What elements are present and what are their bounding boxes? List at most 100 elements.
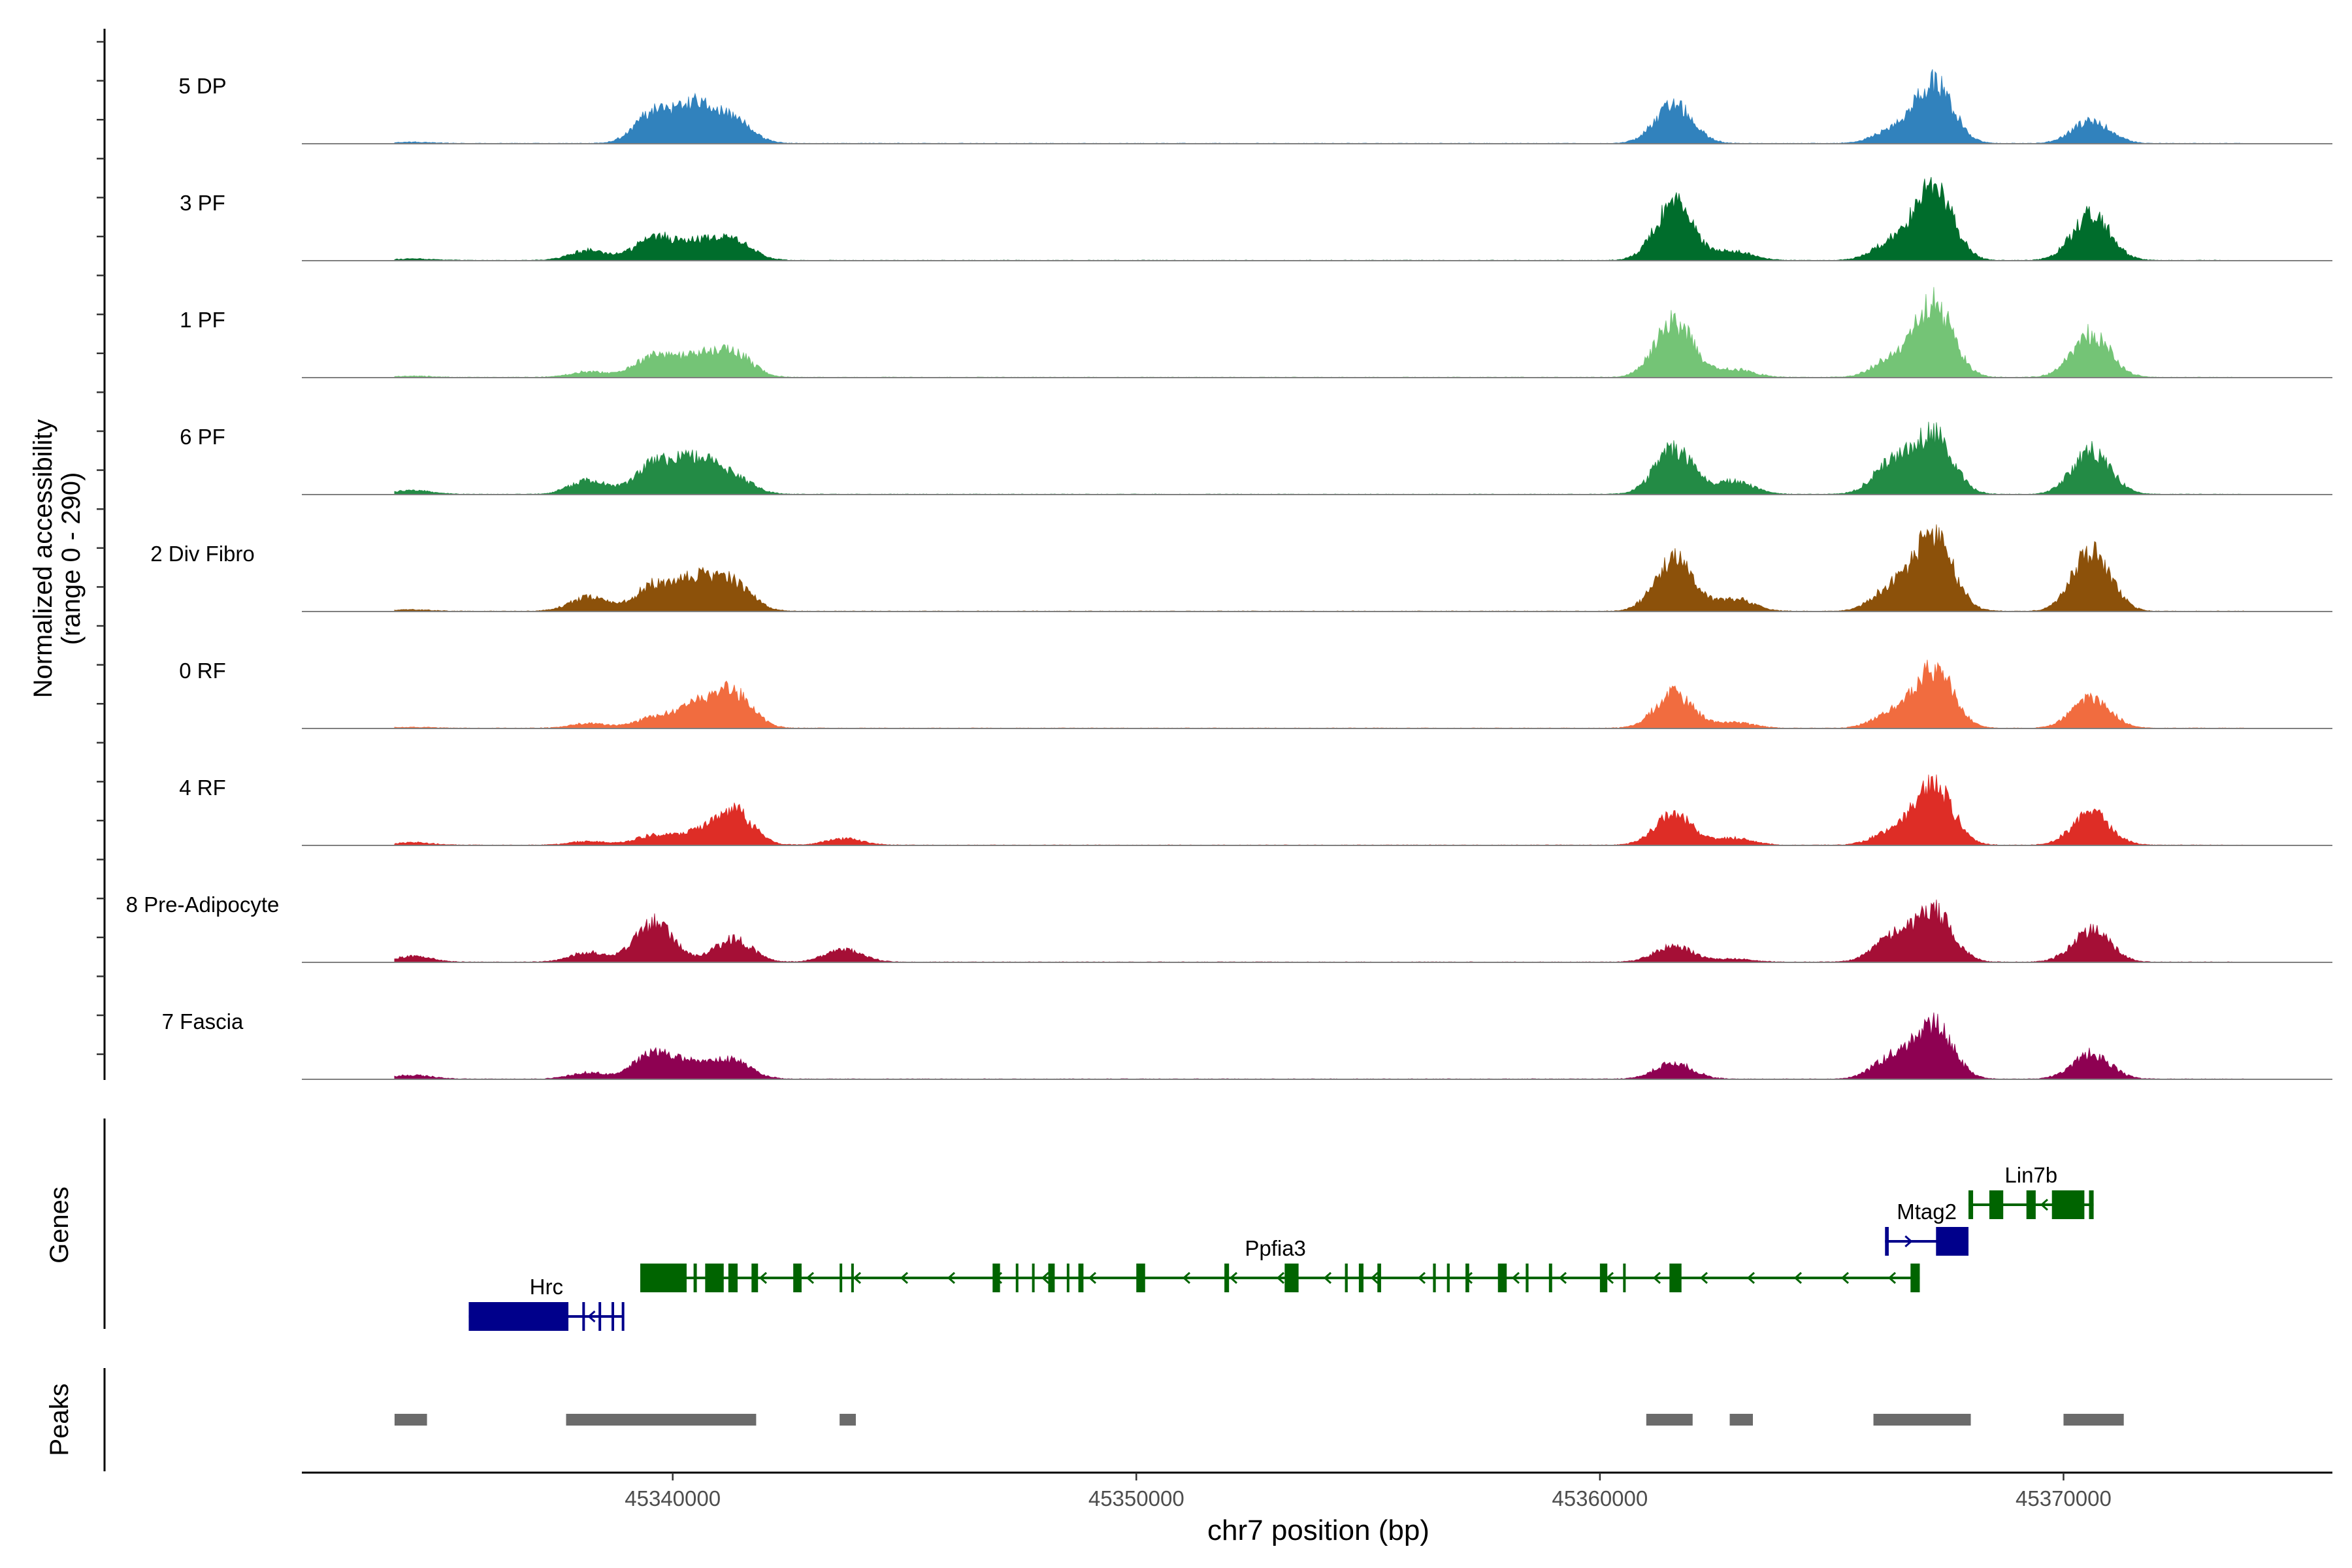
strand-arrow — [1041, 1271, 1049, 1284]
gene-exon — [1224, 1264, 1230, 1292]
track-8: 8 Pre-Adipocyte — [126, 892, 2332, 963]
strand-arrow — [900, 1271, 908, 1284]
gene-exon — [2026, 1190, 2036, 1219]
gene-exon — [1548, 1264, 1552, 1292]
gene-exon — [851, 1264, 854, 1292]
strand-arrow — [759, 1271, 767, 1284]
gene-exon — [1048, 1264, 1055, 1292]
x-tick-label: 45350000 — [1088, 1486, 1184, 1511]
gene-exon — [705, 1264, 724, 1292]
gene-exon — [728, 1264, 738, 1292]
strand-arrow — [1904, 1235, 1913, 1248]
gene-exon — [612, 1302, 615, 1331]
track-1: 5 DP — [178, 69, 2332, 144]
gene-exon — [992, 1264, 1000, 1292]
track-label: 6 PF — [180, 425, 225, 449]
gene-exon — [1066, 1264, 1070, 1292]
peak-region — [394, 1414, 427, 1426]
genes-panel-label: Genes — [45, 1186, 74, 1264]
strand-arrow — [587, 1310, 596, 1323]
track-3: 1 PF — [180, 287, 2332, 378]
gene-exon — [1599, 1264, 1608, 1292]
coverage-area — [394, 774, 2245, 846]
track-6: 0 RF — [179, 659, 2332, 729]
x-tick-label: 45360000 — [1552, 1486, 1648, 1511]
peak-region — [1873, 1414, 1971, 1426]
peak-region — [1646, 1414, 1693, 1426]
strand-arrow — [1088, 1271, 1096, 1284]
gene-exon — [1936, 1227, 1968, 1256]
gene-exon — [1358, 1264, 1364, 1292]
strand-arrow — [1229, 1271, 1237, 1284]
gene-exon — [2051, 1190, 2085, 1219]
coverage-area — [394, 659, 2246, 729]
strand-arrow — [1840, 1271, 1849, 1284]
track-label: 0 RF — [179, 659, 226, 683]
gene-exon — [1136, 1264, 1145, 1292]
gene-exon — [2089, 1190, 2094, 1219]
gene-exon — [1623, 1264, 1626, 1292]
track-label: 8 Pre-Adipocyte — [126, 892, 280, 917]
gene-exon — [693, 1264, 697, 1292]
peak-region — [566, 1414, 757, 1426]
gene-exon — [1433, 1264, 1436, 1292]
gene-exon — [1989, 1190, 2004, 1219]
gene-exon — [1032, 1264, 1035, 1292]
track-7: 4 RF — [179, 774, 2332, 846]
gene-exon — [640, 1264, 687, 1292]
gene-label: Hrc — [530, 1275, 563, 1299]
coverage-panel: 5 DP 3 PF 1 PF 6 PF 2 Div Fibro 0 RF 4 RF 8 Pre… — [97, 29, 2332, 1080]
coverage-area — [394, 1012, 2246, 1080]
peak-region — [1729, 1414, 1754, 1426]
coverage-area — [394, 176, 2245, 261]
gene-label: Ppfia3 — [1245, 1236, 1306, 1260]
gene-exon — [1078, 1264, 1084, 1292]
strand-arrow — [1793, 1271, 1802, 1284]
strand-arrow — [1746, 1271, 1755, 1284]
gene-exon — [1284, 1264, 1299, 1292]
y-axis-label-line2: (range 0 - 290) — [57, 472, 86, 645]
strand-arrow — [1417, 1271, 1426, 1284]
peak-region — [840, 1414, 856, 1426]
track-label: 7 Fascia — [162, 1009, 244, 1034]
track-label: 4 RF — [179, 776, 226, 800]
coverage-area — [394, 287, 2245, 378]
gene-exon — [598, 1302, 602, 1331]
gene-exon — [751, 1264, 759, 1292]
gene-exon — [1910, 1264, 1920, 1292]
gene-exon — [1526, 1264, 1529, 1292]
track-label: 2 Div Fibro — [150, 542, 255, 566]
peak-region — [2063, 1414, 2124, 1426]
strand-arrow — [1887, 1271, 1896, 1284]
gene-exon — [1015, 1264, 1019, 1292]
strand-arrow — [1370, 1271, 1379, 1284]
strand-arrow — [1276, 1271, 1284, 1284]
strand-arrow — [1182, 1271, 1190, 1284]
gene-label: Lin7b — [2004, 1163, 2057, 1187]
track-label: 3 PF — [180, 191, 225, 215]
gene-exon — [1885, 1227, 1889, 1256]
peaks-panel — [103, 1368, 2124, 1471]
strand-arrow — [1652, 1271, 1661, 1284]
gene-exon — [1669, 1264, 1682, 1292]
strand-arrow — [806, 1271, 814, 1284]
gene-exon — [468, 1302, 569, 1331]
strand-arrow — [1511, 1271, 1520, 1284]
strand-arrow — [1699, 1271, 1708, 1284]
track-5: 2 Div Fibro — [150, 524, 2332, 612]
x-tick-label: 45370000 — [2016, 1486, 2112, 1511]
gene-ppfia3: Ppfia3 — [640, 1236, 1920, 1292]
gene-exon — [793, 1264, 802, 1292]
y-axis-label-line1: Normalized accessibility — [29, 419, 57, 698]
gene-exon — [1497, 1264, 1507, 1292]
coverage-area — [394, 899, 2245, 963]
x-axis-title: chr7 position (bp) — [1207, 1514, 1429, 1546]
gene-label: Mtag2 — [1897, 1200, 1957, 1224]
gene-exon — [1465, 1264, 1469, 1292]
gene-lin7b: Lin7b — [1968, 1163, 2094, 1219]
genes-panel: Hrc Ppfia3 Mtag2 Lin7b — [103, 1119, 2094, 1331]
gene-exon — [1446, 1264, 1450, 1292]
strand-arrow — [947, 1271, 955, 1284]
gene-mtag2: Mtag2 — [1885, 1200, 1968, 1256]
